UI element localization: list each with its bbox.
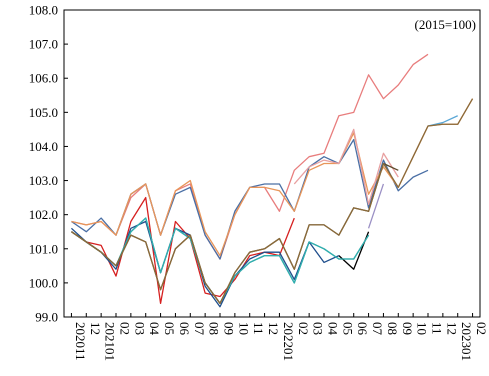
x-tick-label: 08: [385, 322, 400, 335]
series-line-11: [71, 217, 370, 305]
y-tick-label: 106.0: [29, 71, 58, 86]
series-line-13: [71, 98, 474, 305]
x-tick-label: 02: [118, 322, 133, 335]
series-line-10: [338, 231, 370, 270]
x-tick-label: 10: [236, 322, 251, 335]
x-tick-label: 04: [326, 322, 341, 336]
series-line-1: [71, 53, 429, 260]
x-tick-label: 202201: [281, 322, 296, 361]
y-axis: 108.0 107.0 106.0 105.0 104.0 103.0 102.0 101.0…: [29, 3, 68, 325]
x-tick-label: 202011: [73, 322, 88, 361]
y-tick-label: 100.0: [29, 275, 58, 290]
x-tick-label: 11: [251, 322, 266, 335]
x-tick-label: 03: [132, 322, 147, 335]
x-tick-label: 03: [311, 322, 326, 335]
x-tick-label: 02: [296, 322, 311, 335]
series-layer: [70, 53, 474, 308]
unit-note: (2015=100): [415, 17, 477, 32]
y-tick-label: 104.0: [29, 139, 58, 154]
x-axis: 202011 12 202101 02 03 04 05 06 07 08 09 10 11 12 2022…: [70, 313, 489, 361]
x-tick-label: 07: [370, 322, 385, 336]
x-tick-label: 12: [266, 322, 281, 335]
y-tick-label: 107.0: [29, 37, 58, 52]
series-line-4: [367, 183, 385, 229]
x-tick-label: 02: [474, 322, 489, 335]
x-tick-label: 09: [222, 322, 237, 335]
y-tick-label: 99.0: [35, 310, 58, 325]
series-line-8: [71, 217, 370, 305]
y-tick-label: 101.0: [29, 241, 58, 256]
series-line-6: [293, 128, 399, 206]
x-tick-label: 12: [88, 322, 103, 335]
x-tick-label: 06: [355, 322, 370, 336]
x-tick-label: 202101: [103, 322, 118, 361]
x-tick-label: 12: [444, 322, 459, 335]
x-tick-label: 09: [400, 322, 415, 335]
x-tick-label: 04: [147, 322, 162, 336]
x-tick-label: 10: [415, 322, 430, 335]
series-line-7: [71, 196, 295, 305]
y-tick-label: 103.0: [29, 173, 58, 188]
x-tick-label: 05: [340, 322, 355, 335]
y-tick-label: 102.0: [29, 207, 58, 222]
x-tick-label: 05: [162, 322, 177, 335]
x-tick-label: 202301: [459, 322, 474, 361]
y-tick-label: 108.0: [29, 3, 58, 18]
series-line-12: [71, 162, 399, 305]
x-tick-label: 06: [177, 322, 192, 336]
y-tick-label: 105.0: [29, 105, 58, 120]
x-tick-label: 08: [207, 322, 222, 335]
plot-frame: [63, 9, 481, 318]
x-tick-label: 07: [192, 322, 207, 336]
x-tick-label: 11: [430, 322, 445, 335]
series-line-9: [70, 220, 340, 308]
